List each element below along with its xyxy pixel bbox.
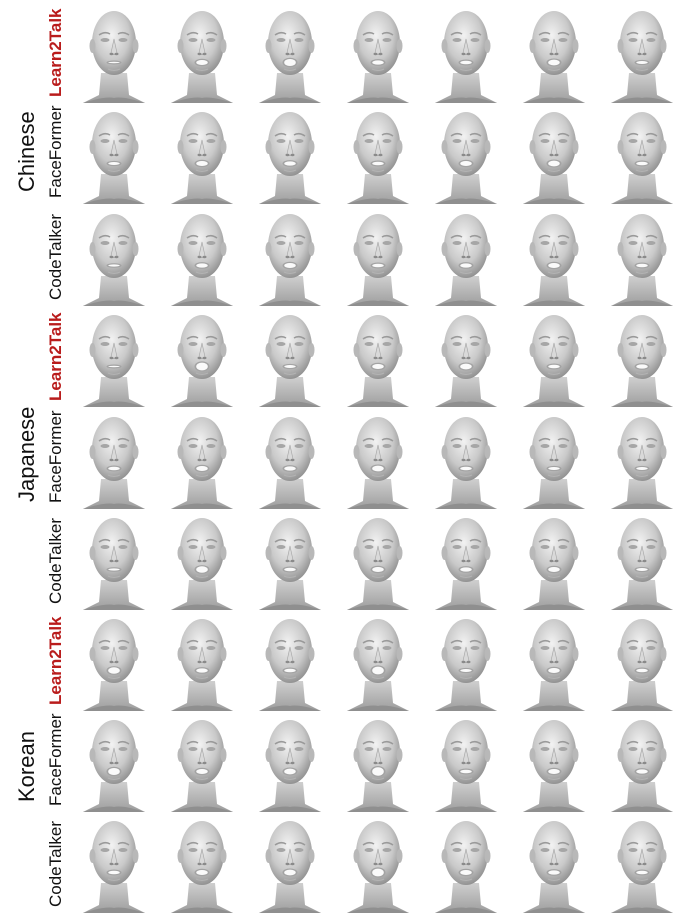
face-render <box>427 405 505 509</box>
face-render <box>163 607 241 711</box>
method-label-learn2talk: Learn2Talk <box>46 7 65 97</box>
method-label-learn2talk: Learn2Talk <box>46 311 65 401</box>
face-render <box>603 202 681 306</box>
face-render <box>75 405 153 509</box>
face-render <box>427 506 505 610</box>
face-render <box>339 506 417 610</box>
face-render <box>515 809 593 913</box>
face-render <box>339 405 417 509</box>
language-label-chinese: Chinese <box>14 111 39 193</box>
face-render <box>75 202 153 306</box>
face-render <box>339 708 417 812</box>
face-render <box>603 708 681 812</box>
face-render <box>75 607 153 711</box>
face-render <box>163 100 241 204</box>
method-label-codetalker: CodeTalker <box>46 820 65 907</box>
face-render <box>515 100 593 204</box>
face-render <box>339 809 417 913</box>
face-render <box>163 405 241 509</box>
face-render <box>339 0 417 103</box>
face-render <box>75 708 153 812</box>
face-render <box>163 809 241 913</box>
face-render <box>75 100 153 204</box>
face-render <box>603 0 681 103</box>
face-render <box>515 202 593 306</box>
face-render <box>163 303 241 407</box>
face-render <box>339 607 417 711</box>
face-render <box>339 100 417 204</box>
face-render <box>427 100 505 204</box>
face-render <box>603 100 681 204</box>
face-render <box>427 708 505 812</box>
face-render <box>163 506 241 610</box>
language-label-japanese: Japanese <box>14 406 39 502</box>
face-render <box>427 303 505 407</box>
face-render <box>251 100 329 204</box>
face-render <box>515 405 593 509</box>
face-render <box>75 809 153 913</box>
face-render <box>163 0 241 103</box>
face-render <box>603 607 681 711</box>
face-render <box>75 0 153 103</box>
face-render <box>75 303 153 407</box>
method-label-faceformer: FaceFormer <box>46 104 65 198</box>
method-label-faceformer: FaceFormer <box>46 712 65 806</box>
method-label-learn2talk: Learn2Talk <box>46 615 65 705</box>
face-render <box>603 506 681 610</box>
face-render <box>339 202 417 306</box>
face-render <box>515 708 593 812</box>
face-render <box>339 303 417 407</box>
face-render <box>251 506 329 610</box>
method-label-codetalker: CodeTalker <box>46 213 65 300</box>
face-render <box>251 809 329 913</box>
face-render <box>251 303 329 407</box>
language-label-korean: Korean <box>14 731 39 803</box>
method-label-faceformer: FaceFormer <box>46 409 65 503</box>
face-render <box>603 303 681 407</box>
face-render <box>427 607 505 711</box>
method-label-codetalker: CodeTalker <box>46 517 65 604</box>
face-render <box>427 202 505 306</box>
face-render <box>427 809 505 913</box>
face-render <box>427 0 505 103</box>
face-render <box>515 0 593 103</box>
face-render <box>603 405 681 509</box>
face-render <box>251 607 329 711</box>
face-render <box>515 506 593 610</box>
face-render <box>515 303 593 407</box>
face-render <box>75 506 153 610</box>
face-render <box>251 0 329 103</box>
face-render <box>251 202 329 306</box>
face-render <box>515 607 593 711</box>
face-render <box>251 405 329 509</box>
face-render <box>163 202 241 306</box>
face-render <box>251 708 329 812</box>
face-render <box>163 708 241 812</box>
face-render <box>603 809 681 913</box>
